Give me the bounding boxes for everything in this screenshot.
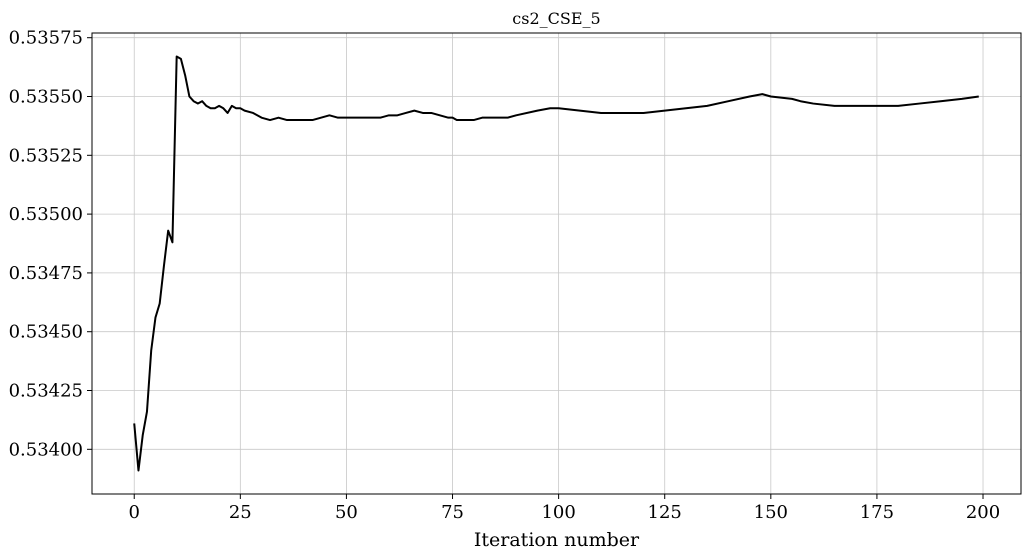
plot-frame [91, 32, 1022, 495]
y-tick-label: 0.53575 [9, 28, 83, 49]
y-tick-label: 0.53500 [9, 204, 83, 225]
x-tick-label: 0 [129, 502, 140, 523]
y-tick-label: 0.53525 [9, 145, 83, 166]
x-tick-label: 175 [860, 502, 894, 523]
x-tick-label: 100 [541, 502, 575, 523]
series-layer [133, 55, 979, 472]
x-axis-label: Iteration number [474, 529, 640, 551]
x-tick-label: 25 [229, 502, 252, 523]
y-tick-label: 0.53425 [9, 381, 83, 402]
grid-lines [92, 33, 1021, 494]
y-tick-label: 0.53450 [9, 322, 83, 343]
x-tick-label: 50 [335, 502, 358, 523]
x-tick-label: 200 [966, 502, 1000, 523]
x-tick-label: 75 [441, 502, 464, 523]
axis-ticks: 0 25 50 75 100 125 150 175 200 0.53400 0.53425 0.53… [9, 28, 1001, 523]
series-line-0 [133, 55, 979, 472]
chart-title: cs2_CSE_5 [512, 9, 600, 28]
y-tick-label: 0.53400 [9, 439, 83, 460]
x-tick-label: 125 [648, 502, 682, 523]
x-tick-label: 150 [754, 502, 788, 523]
y-tick-label: 0.53550 [9, 87, 83, 108]
y-tick-label: 0.53475 [9, 263, 83, 284]
